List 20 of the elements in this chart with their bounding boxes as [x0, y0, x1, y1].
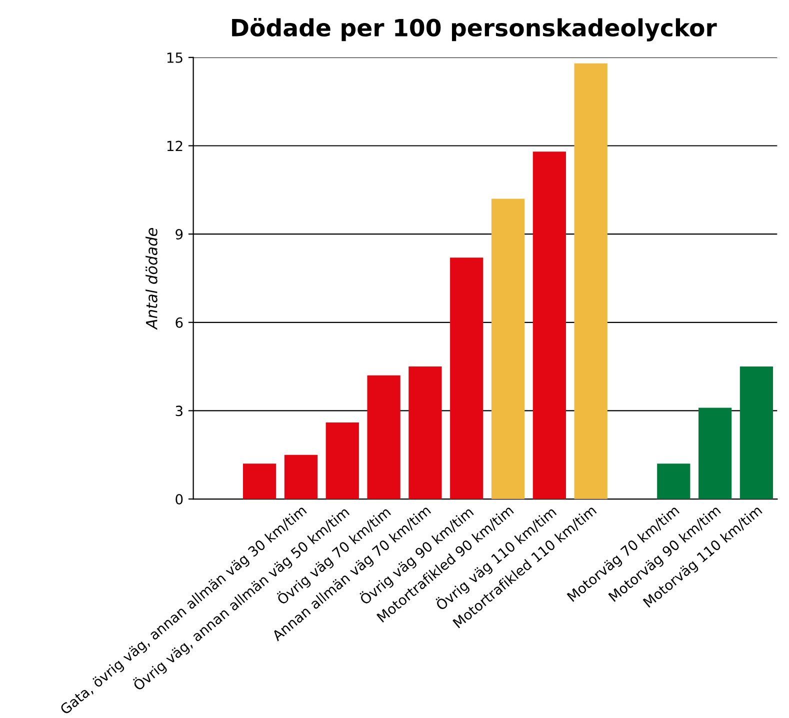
bar [326, 422, 359, 500]
y-tick-label: 6 [176, 317, 183, 328]
bar [408, 366, 442, 500]
bar [242, 464, 276, 500]
bar [367, 375, 400, 500]
bar [491, 198, 525, 500]
bar [284, 454, 318, 500]
y-tick-label: 3 [176, 406, 182, 416]
bar [698, 408, 732, 500]
y-tick-label: 0 [176, 494, 183, 504]
y-axis-title: Antal dödade [146, 228, 158, 330]
chart-title: Dödade per 100 personskadeolyckor [232, 18, 717, 42]
bar [657, 464, 690, 500]
bar [450, 258, 484, 500]
y-tick-label: 12 [167, 140, 182, 152]
bar [740, 366, 774, 500]
y-tick-label: 15 [167, 52, 182, 63]
bar [574, 63, 608, 500]
y-tick-label: 9 [176, 229, 183, 240]
bar [532, 152, 566, 500]
